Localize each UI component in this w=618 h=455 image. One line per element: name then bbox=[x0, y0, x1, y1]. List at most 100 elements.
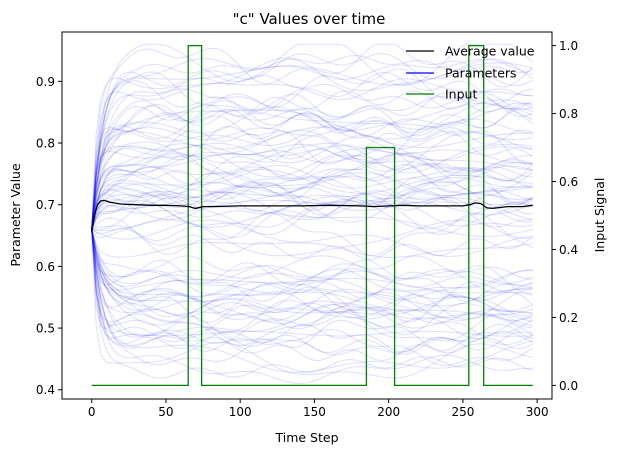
legend: Average value Parameters Input bbox=[406, 44, 535, 102]
parameter-line bbox=[91, 229, 533, 346]
parameter-line bbox=[91, 229, 533, 379]
parameter-line bbox=[91, 54, 533, 230]
parameter-line bbox=[91, 102, 533, 230]
parameter-line bbox=[91, 229, 533, 355]
y-tick-label: 0.8 bbox=[36, 137, 55, 151]
average-series bbox=[91, 199, 533, 233]
parameter-line bbox=[91, 180, 533, 230]
y-tick-label: 0.6 bbox=[36, 260, 55, 274]
parameter-line bbox=[91, 199, 533, 230]
y-tick-label: 0.5 bbox=[36, 322, 55, 336]
parameter-line bbox=[91, 165, 533, 230]
parameter-lines bbox=[91, 43, 534, 384]
parameter-line bbox=[91, 227, 534, 260]
input-series bbox=[91, 44, 533, 387]
parameter-line bbox=[91, 118, 533, 230]
y-tick-label: 0.4 bbox=[36, 383, 55, 397]
x-tick-label: 0 bbox=[88, 405, 96, 419]
parameter-line bbox=[91, 172, 533, 230]
parameter-line bbox=[91, 190, 533, 230]
y-axis-ticks: 0.4 0.5 0.6 0.7 0.8 0.9 bbox=[36, 75, 62, 397]
parameter-line bbox=[91, 229, 533, 316]
parameter-line bbox=[91, 172, 533, 230]
parameter-line bbox=[91, 229, 533, 320]
parameter-line bbox=[91, 229, 533, 295]
parameter-line bbox=[91, 43, 534, 230]
parameter-line bbox=[91, 229, 533, 258]
parameter-line bbox=[91, 187, 533, 230]
y-axis-label: Parameter Value bbox=[8, 163, 23, 267]
parameter-line bbox=[91, 74, 533, 230]
parameter-line bbox=[91, 229, 533, 317]
parameter-line bbox=[91, 229, 533, 326]
parameter-line bbox=[91, 153, 534, 230]
parameter-line bbox=[91, 229, 534, 324]
parameter-line bbox=[91, 144, 533, 230]
parameter-line bbox=[91, 164, 534, 230]
y2-tick-label: 1.0 bbox=[559, 39, 578, 53]
input-line bbox=[91, 44, 533, 387]
parameter-line bbox=[91, 126, 533, 230]
legend-label-input: Input bbox=[445, 87, 477, 102]
parameter-line bbox=[91, 129, 533, 230]
parameter-line bbox=[91, 229, 533, 307]
parameter-line bbox=[91, 126, 533, 230]
parameter-line bbox=[91, 229, 533, 379]
chart-title: "c" Values over time bbox=[233, 10, 386, 28]
parameter-line bbox=[91, 103, 533, 230]
parameter-line bbox=[91, 99, 533, 230]
parameter-line bbox=[91, 106, 533, 230]
parameter-line bbox=[91, 102, 533, 230]
parameter-line bbox=[91, 62, 533, 230]
parameter-line bbox=[91, 229, 533, 313]
parameter-line bbox=[91, 229, 533, 322]
parameter-line bbox=[91, 229, 533, 288]
parameter-line bbox=[91, 212, 533, 257]
parameter-line bbox=[91, 191, 533, 230]
parameter-line bbox=[91, 229, 533, 302]
parameter-line bbox=[91, 90, 533, 230]
parameter-line bbox=[91, 193, 533, 242]
parameter-line bbox=[91, 229, 533, 330]
x-tick-label: 100 bbox=[229, 405, 252, 419]
parameter-line bbox=[91, 229, 533, 301]
parameter-line bbox=[91, 78, 533, 230]
parameter-line bbox=[91, 229, 533, 362]
x-tick-label: 150 bbox=[303, 405, 326, 419]
legend-item-parameters: Parameters bbox=[406, 66, 517, 81]
parameter-line bbox=[91, 229, 533, 294]
parameter-line bbox=[91, 53, 533, 230]
parameter-line bbox=[91, 134, 533, 230]
parameter-line bbox=[91, 164, 533, 230]
parameter-line bbox=[91, 159, 533, 230]
legend-label-parameters: Parameters bbox=[445, 66, 517, 81]
x-tick-label: 200 bbox=[377, 405, 400, 419]
parameter-line bbox=[91, 129, 533, 230]
parameter-line bbox=[91, 71, 533, 230]
y2-tick-label: 0.0 bbox=[559, 379, 578, 393]
parameter-line bbox=[91, 229, 533, 324]
parameter-line bbox=[91, 143, 533, 230]
parameter-line bbox=[91, 229, 533, 320]
legend-item-average: Average value bbox=[406, 44, 535, 59]
legend-label-average: Average value bbox=[445, 44, 535, 59]
parameter-line bbox=[91, 187, 533, 230]
parameter-line bbox=[91, 219, 533, 257]
y2-tick-label: 0.4 bbox=[559, 243, 578, 257]
plot-area-frame bbox=[61, 31, 553, 400]
average-line bbox=[91, 199, 533, 233]
parameter-line bbox=[91, 168, 533, 230]
parameter-line bbox=[91, 229, 533, 288]
parameter-line bbox=[91, 109, 533, 230]
parameter-line bbox=[91, 229, 533, 353]
x-tick-label: 300 bbox=[526, 405, 549, 419]
parameter-line bbox=[91, 229, 533, 356]
parameter-line bbox=[91, 175, 533, 230]
parameter-line bbox=[91, 229, 533, 384]
parameter-line bbox=[91, 206, 533, 237]
parameter-line bbox=[91, 229, 533, 347]
parameter-line bbox=[91, 151, 533, 230]
parameter-line bbox=[91, 57, 534, 230]
parameter-line bbox=[91, 229, 533, 281]
